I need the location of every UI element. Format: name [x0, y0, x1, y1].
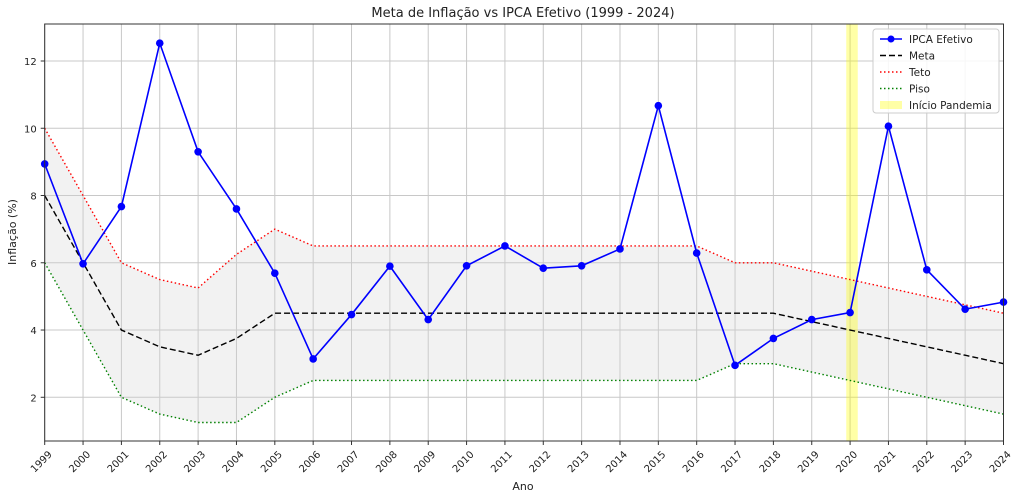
x-tick-label: 2001 — [106, 449, 132, 475]
ipca-efetivo-point — [347, 310, 356, 319]
y-tick-label: 6 — [30, 259, 36, 270]
ipca-efetivo-point — [807, 315, 816, 324]
ipca-efetivo-point — [692, 249, 701, 257]
ipca-efetivo-point — [922, 266, 931, 274]
y-tick-label: 4 — [30, 326, 36, 337]
x-tick-label: 2022 — [911, 449, 937, 475]
y-axis-label: Inflação (%) — [6, 199, 19, 265]
ipca-efetivo-point — [232, 205, 241, 213]
pandemic-span — [846, 24, 858, 441]
legend-label-início-pandemia: Início Pandemia — [909, 100, 992, 112]
x-tick-label: 2005 — [259, 449, 285, 475]
x-tick-label: 2024 — [988, 449, 1014, 475]
ipca-efetivo-point — [309, 355, 317, 363]
ipca-efetivo-point — [577, 261, 586, 270]
x-tick-label: 2007 — [336, 449, 362, 475]
ipca-efetivo-point — [79, 259, 87, 268]
ipca-efetivo-point — [155, 39, 164, 47]
chart-title: Meta de Inflação vs IPCA Efetivo (1999 -… — [371, 6, 674, 21]
ipca-efetivo-point — [616, 245, 624, 253]
x-tick-label: 2016 — [681, 449, 707, 475]
x-tick-label: 2010 — [451, 449, 477, 475]
x-tick-label: 2013 — [566, 449, 592, 475]
legend-swatch-início-pandemia — [880, 101, 902, 109]
meta-line — [44, 195, 1004, 365]
ipca-efetivo-point — [117, 202, 126, 211]
x-tick-label: 2012 — [528, 449, 554, 475]
x-tick-label: 2017 — [719, 449, 745, 475]
x-tick-label: 2019 — [796, 449, 822, 475]
ipca-efetivo-point — [846, 308, 854, 317]
ipca-efetivo-point — [501, 242, 509, 250]
x-tick-label: 2018 — [758, 449, 784, 475]
x-tick-label: 2004 — [221, 449, 247, 475]
x-axis-label: Ano — [512, 480, 533, 493]
x-tick-label: 2015 — [643, 449, 669, 475]
x-tick-label: 2008 — [374, 449, 400, 475]
piso-line — [44, 262, 1004, 424]
x-tick-label: 2009 — [413, 449, 439, 475]
x-tick-label: 2014 — [604, 449, 630, 475]
ipca-efetivo-point — [424, 315, 433, 324]
x-tick-label: 2000 — [67, 449, 93, 475]
ipca-efetivo-point — [386, 262, 394, 270]
x-tick-label: 2011 — [489, 449, 515, 475]
y-tick-label: 10 — [24, 124, 37, 135]
plot-frame — [44, 23, 1004, 442]
y-tick-label: 8 — [30, 192, 36, 203]
legend-label-meta: Meta — [909, 51, 935, 63]
ipca-efetivo-point — [271, 269, 279, 277]
ipca-efetivo-point — [654, 101, 663, 110]
legend-label-piso: Piso — [909, 84, 930, 96]
x-tick-label: 1999 — [29, 449, 55, 475]
legend-label-ipca-efetivo: IPCA Efetivo — [909, 34, 973, 46]
x-tick-label: 2021 — [873, 449, 899, 475]
ipca-efetivo-point — [769, 334, 778, 343]
tolerance-band — [44, 128, 1004, 423]
x-tick-label: 2006 — [297, 449, 323, 475]
x-tick-label: 2002 — [144, 449, 170, 475]
legend-box — [872, 28, 1000, 114]
x-tick-label: 2023 — [949, 449, 975, 475]
ipca-efetivo-point — [884, 122, 893, 131]
ipca-efetivo-point — [961, 305, 969, 313]
ipca-efetivo-point — [462, 261, 471, 270]
y-tick-label: 12 — [24, 57, 37, 68]
legend-marker-ipca-efetivo — [887, 35, 895, 43]
x-tick-label: 2020 — [834, 449, 860, 475]
ipca-efetivo-line — [43, 40, 1004, 367]
ipca-efetivo-point — [731, 361, 739, 370]
legend-label-teto: Teto — [908, 67, 931, 79]
y-tick-label: 2 — [30, 393, 36, 404]
ipca-efetivo-point — [194, 147, 202, 156]
legend: IPCA Efetivo Meta Teto Piso Início Pandemia — [872, 28, 1000, 114]
ipca-efetivo-point — [539, 264, 548, 272]
x-tick-label: 2003 — [182, 449, 208, 475]
teto-line — [44, 127, 1004, 314]
